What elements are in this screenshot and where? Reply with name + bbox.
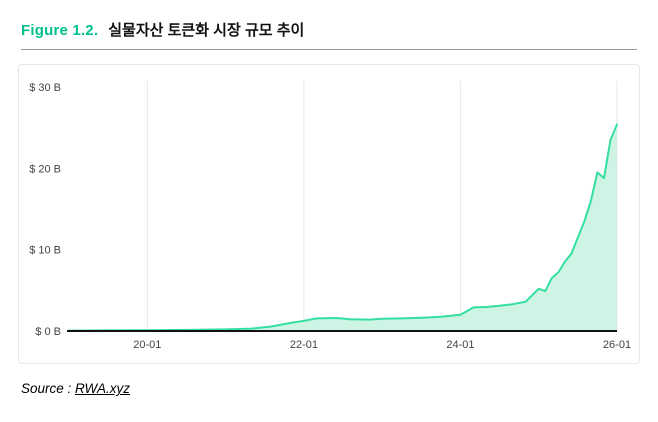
source-link[interactable]: RWA.xyz	[75, 381, 131, 396]
chart-panel: 20-01 22-01 24-01 26-01 $ 0 B $ 10 B $ 20 B $ 3…	[18, 64, 640, 364]
x-tick-label: 22-01	[290, 339, 318, 351]
x-tick-label: 26-01	[603, 339, 631, 351]
header-divider	[21, 49, 637, 50]
y-tick-label: $ 20 B	[29, 163, 61, 175]
source-line: Source : RWA.xyz	[21, 381, 637, 396]
figure-header: Figure 1.2. 실물자산 토큰화 시장 규모 추이	[0, 0, 658, 40]
y-tick-label: $ 0 B	[35, 326, 61, 338]
series-line	[68, 123, 618, 332]
area-fill	[69, 124, 617, 332]
y-tick-label: $ 10 B	[29, 245, 61, 257]
figure-title: 실물자산 토큰화 시장 규모 추이	[108, 22, 305, 39]
source-prefix: Source :	[21, 381, 76, 396]
figure-page: Figure 1.2. 실물자산 토큰화 시장 규모 추이 20-01 22-01…	[0, 0, 658, 396]
x-tick-label: 24-01	[446, 339, 474, 351]
x-tick-label: 20-01	[133, 339, 161, 351]
chart-svg: 20-01 22-01 24-01 26-01 $ 0 B $ 10 B $ 20 B $ 3…	[29, 81, 631, 351]
y-tick-label: $ 30 B	[29, 82, 61, 94]
figure-label: Figure 1.2.	[21, 22, 99, 39]
